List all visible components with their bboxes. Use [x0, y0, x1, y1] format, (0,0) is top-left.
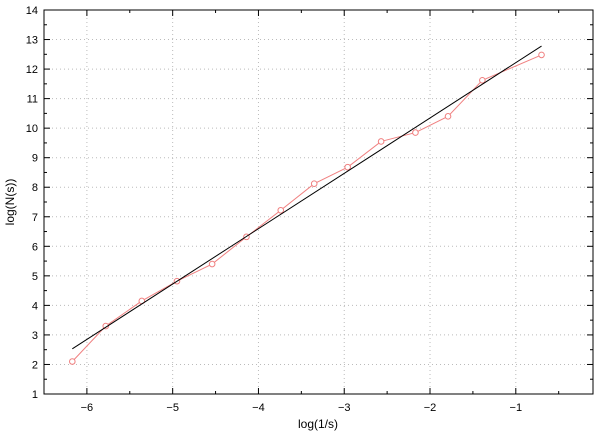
data-point	[69, 358, 76, 365]
data-point	[538, 51, 545, 59]
plot-grid	[44, 10, 593, 394]
y-tick-label: 9	[32, 153, 38, 165]
x-axis-label: log(1/s)	[298, 417, 338, 431]
fit-line	[72, 45, 542, 350]
data-point	[344, 163, 351, 171]
x-tick-label: −4	[252, 402, 265, 414]
y-tick-label: 1	[32, 389, 38, 401]
data-point	[479, 77, 486, 84]
data-point	[208, 260, 216, 268]
data-point	[102, 322, 110, 330]
plot-frame	[43, 9, 594, 395]
x-tick-label: −5	[166, 402, 179, 414]
y-tick-label: 12	[26, 64, 38, 76]
y-tick-label: 3	[32, 330, 38, 342]
x-tick-labels: −6 −5 −4 −3 −2 −1	[81, 402, 522, 414]
y-tick-label: 7	[32, 212, 38, 224]
data-point	[377, 138, 385, 145]
y-axis-label: log(N(s))	[3, 179, 17, 226]
x-tick-label: −1	[510, 402, 523, 414]
data-line	[71, 54, 542, 362]
y-tick-label: 4	[32, 300, 38, 312]
y-tick-label: 13	[26, 35, 38, 47]
y-tick-label: 6	[32, 241, 38, 253]
data-point	[277, 206, 285, 214]
y-tick-label: 8	[32, 182, 38, 194]
y-tick-label: 5	[32, 271, 38, 283]
x-tick-label: −3	[338, 402, 351, 414]
y-tick-label: 11	[27, 94, 38, 106]
axis-ticks	[43, 9, 593, 395]
x-tick-label: −2	[424, 402, 437, 414]
series-layer	[69, 45, 545, 365]
y-tick-label: 2	[32, 359, 38, 371]
y-tick-label: 10	[26, 123, 38, 135]
x-tick-label: −6	[81, 402, 94, 414]
data-point	[444, 113, 452, 120]
y-tick-label: 14	[26, 5, 38, 17]
data-point	[310, 180, 318, 187]
data-point	[412, 129, 419, 136]
